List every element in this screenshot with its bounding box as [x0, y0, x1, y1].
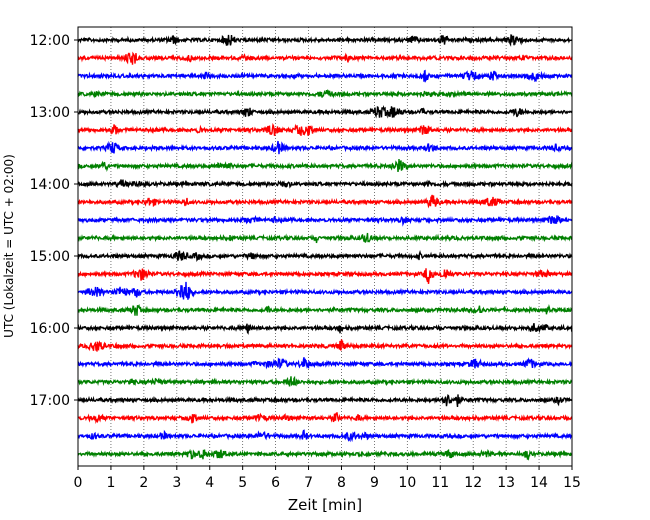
- x-tick-label: 4: [205, 475, 214, 491]
- trace-1345: [77, 158, 573, 173]
- trace-1500: [77, 249, 573, 262]
- x-tick-label: 2: [139, 475, 148, 491]
- x-tick-label: 0: [74, 475, 83, 491]
- seismogram-traces: [77, 34, 573, 461]
- trace-1515: [77, 268, 573, 284]
- trace-1600: [77, 322, 573, 335]
- x-tick-label: 1: [106, 475, 115, 491]
- trace-1200: [77, 34, 573, 47]
- x-tick-label: 11: [431, 475, 449, 491]
- trace-1730: [77, 429, 573, 443]
- x-tick-label: 10: [398, 475, 416, 491]
- x-tick-label: 6: [271, 475, 280, 491]
- x-tick-label: 3: [172, 475, 181, 491]
- trace-1645: [77, 375, 573, 387]
- y-tick-label: 15:00: [30, 249, 70, 265]
- y-axis-ticks: 12:00 13:00 14:00 15:00 16:00 17:00: [30, 33, 78, 409]
- y-tick-label: 13:00: [30, 105, 70, 121]
- vertical-grid-lines: [110, 27, 540, 466]
- x-tick-label: 7: [304, 475, 313, 491]
- x-axis-ticks: 0 1 2 3 4 5 6 7 8 9 10 11 12 13 14 15: [74, 466, 581, 491]
- x-tick-label: 14: [530, 475, 548, 491]
- y-axis-label: UTC (Lokalzeit = UTC + 02:00): [2, 154, 16, 338]
- y-tick-label: 17:00: [30, 393, 70, 409]
- x-tick-label: 8: [337, 475, 346, 491]
- y-tick-label: 14:00: [30, 177, 70, 193]
- plot-frame: [77, 26, 573, 467]
- trace-1530: [77, 281, 573, 300]
- trace-1245: [77, 88, 573, 99]
- trace-1430: [77, 214, 573, 227]
- trace-1415: [77, 194, 573, 209]
- trace-1400: [77, 179, 573, 189]
- trace-1215: [77, 51, 573, 65]
- x-tick-label: 5: [238, 475, 247, 491]
- trace-1545: [77, 303, 573, 316]
- trace-1615: [77, 339, 573, 352]
- x-tick-label: 9: [370, 475, 379, 491]
- trace-1715: [77, 411, 573, 425]
- x-axis-label: Zeit [min]: [288, 496, 362, 514]
- trace-1745: [77, 448, 573, 461]
- x-tick-label: 15: [563, 475, 581, 491]
- trace-1300: [77, 105, 573, 119]
- trace-1230: [77, 69, 573, 83]
- trace-1330: [77, 140, 573, 155]
- y-tick-label: 12:00: [30, 33, 70, 49]
- trace-1630: [77, 357, 573, 370]
- x-tick-label: 12: [464, 475, 482, 491]
- y-tick-label: 16:00: [30, 321, 70, 337]
- trace-1700: [77, 394, 573, 408]
- trace-1445: [77, 232, 573, 244]
- trace-1315: [77, 122, 573, 136]
- x-tick-label: 13: [497, 475, 515, 491]
